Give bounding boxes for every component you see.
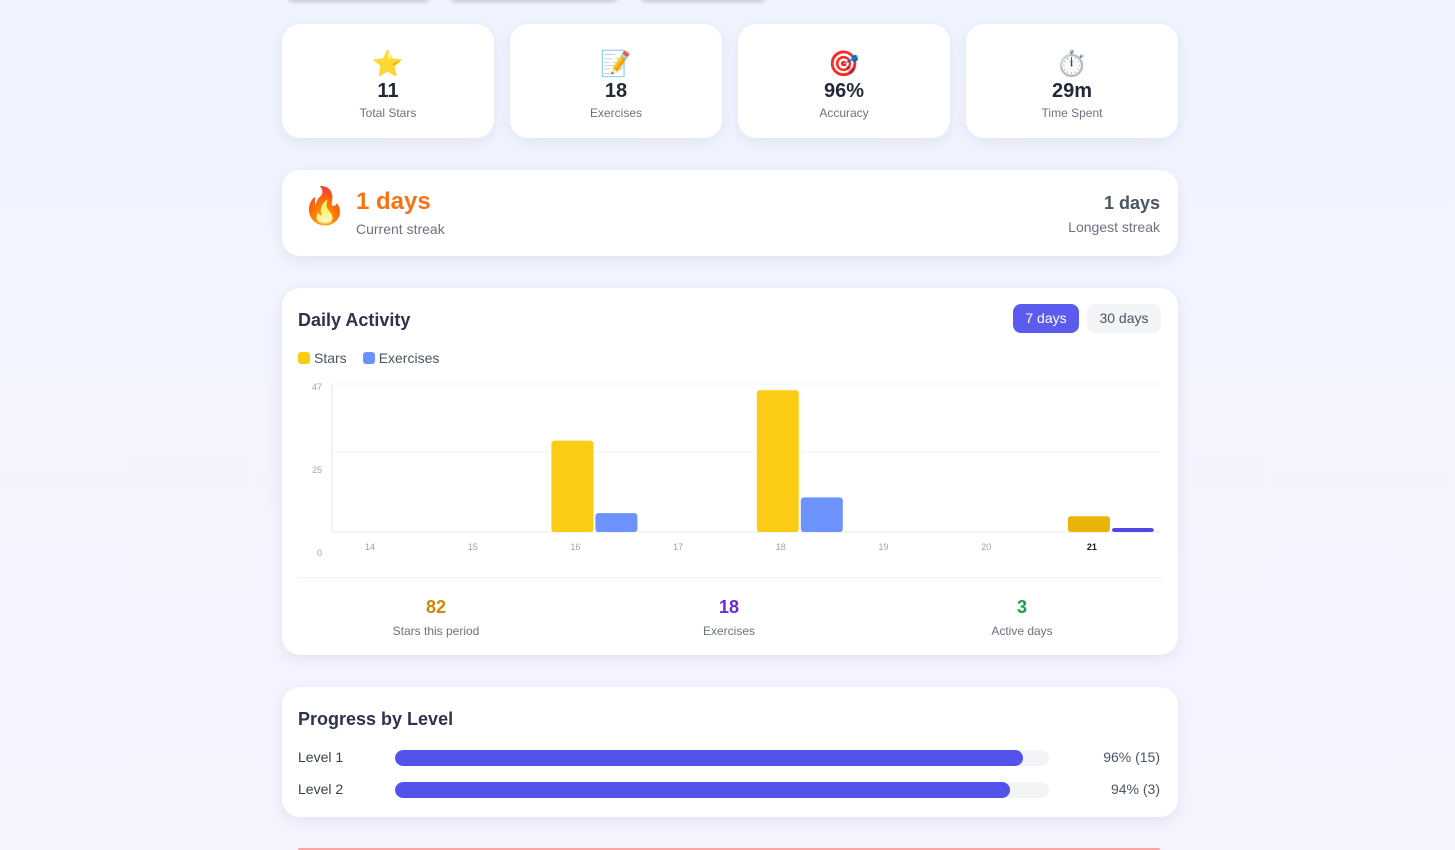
level-progress-fill xyxy=(395,782,1010,798)
legend-label: Stars xyxy=(314,350,347,366)
top-tab-strip xyxy=(287,0,767,4)
y-tick-label: 0 xyxy=(317,548,322,558)
summary-stars-label: Stars this period xyxy=(392,624,480,638)
level-progress-fill xyxy=(395,750,1023,766)
range-30-days-button[interactable]: 30 days xyxy=(1087,304,1161,333)
memo-icon: 📝 xyxy=(600,50,632,78)
longest-streak-label: Longest streak xyxy=(1068,219,1160,235)
bar-stars xyxy=(756,390,799,532)
x-tick-label: 17 xyxy=(673,542,683,552)
bar-exercises xyxy=(800,497,843,532)
summary-active-days: 3 Active days xyxy=(922,597,1122,638)
level-percent: 94% (3) xyxy=(1110,781,1160,797)
summary-stars: 82 Stars this period xyxy=(336,597,536,638)
summary-stars-value: 82 xyxy=(425,597,447,617)
bar-exercises xyxy=(1111,528,1154,532)
level-name: Level 2 xyxy=(298,781,344,797)
level-row: Level 2 94% (3) xyxy=(298,779,1160,799)
daily-activity-chart: 47 25 0 14 15 16 17 18 19 20 21 xyxy=(312,382,1160,558)
level-name: Level 1 xyxy=(298,749,344,765)
chart-legend: Stars Exercises xyxy=(298,350,439,366)
daily-activity-title: Daily Activity xyxy=(298,310,411,330)
stat-label: Exercises xyxy=(589,106,642,120)
x-tick-label: 20 xyxy=(981,542,991,552)
stat-card-total-stars: ⭐ 11 Total Stars xyxy=(282,24,494,138)
y-tick-label: 47 xyxy=(312,382,322,392)
bar-stars xyxy=(1067,516,1110,532)
x-tick-label: 16 xyxy=(570,542,580,552)
progress-by-level-card: Progress by Level Level 1 96% (15) Level… xyxy=(282,687,1178,817)
star-icon: ⭐ xyxy=(372,50,404,78)
legend-item-exercises: Exercises xyxy=(362,350,440,366)
activity-summary: 82 Stars this period 18 Exercises 3 Acti… xyxy=(298,597,1162,653)
legend-label: Exercises xyxy=(378,350,440,366)
stat-card-exercises: 📝 18 Exercises xyxy=(510,24,722,138)
y-tick-label: 25 xyxy=(312,465,322,475)
level-percent: 96% (15) xyxy=(1103,749,1160,765)
summary-exercises-label: Exercises xyxy=(702,624,755,638)
stopwatch-icon: ⏱️ xyxy=(1056,50,1088,78)
summary-active-days-label: Active days xyxy=(991,624,1053,638)
stat-value: 11 xyxy=(377,80,399,102)
progress-by-level-title: Progress by Level xyxy=(298,709,454,729)
stat-card-time-spent: ⏱️ 29m Time Spent xyxy=(966,24,1178,138)
stat-card-accuracy: 🎯 96% Accuracy xyxy=(738,24,950,138)
legend-item-stars: Stars xyxy=(298,350,347,366)
x-tick-label: 19 xyxy=(878,542,888,552)
legend-swatch-exercises xyxy=(362,352,375,364)
current-streak-value: 1 days xyxy=(356,188,431,215)
x-tick-label: 14 xyxy=(365,542,375,552)
longest-streak-value: 1 days xyxy=(1103,193,1160,213)
bar-stars xyxy=(551,440,594,532)
summary-exercises: 18 Exercises xyxy=(629,597,829,638)
level-progress-track xyxy=(395,750,1049,766)
daily-activity-card: Daily Activity 7 days 30 days Stars Exer… xyxy=(282,288,1178,655)
level-row: Level 1 96% (15) xyxy=(298,747,1160,767)
stat-label: Total Stars xyxy=(359,106,417,120)
x-tick-label: 18 xyxy=(776,542,786,552)
fire-icon: 🔥 xyxy=(302,185,347,226)
x-tick-label: 21 xyxy=(1087,542,1097,552)
stat-value: 29m xyxy=(1051,80,1093,102)
current-streak-label: Current streak xyxy=(356,221,445,237)
stat-label: Accuracy xyxy=(819,106,869,120)
range-7-days-button[interactable]: 7 days xyxy=(1013,304,1079,333)
summary-exercises-value: 18 xyxy=(718,597,740,617)
bar-exercises xyxy=(595,513,638,532)
stat-value: 18 xyxy=(604,80,628,102)
divider xyxy=(298,577,1162,578)
stat-value: 96% xyxy=(823,80,865,102)
level-progress-track xyxy=(395,782,1049,798)
streak-card: 🔥 1 days Current streak 1 days Longest s… xyxy=(282,170,1178,256)
stat-label: Time Spent xyxy=(1041,106,1103,120)
x-tick-label: 15 xyxy=(468,542,478,552)
next-card-edge xyxy=(298,848,1160,850)
target-icon: 🎯 xyxy=(828,50,860,78)
legend-swatch-stars xyxy=(298,352,310,364)
summary-active-days-value: 3 xyxy=(1016,597,1027,617)
